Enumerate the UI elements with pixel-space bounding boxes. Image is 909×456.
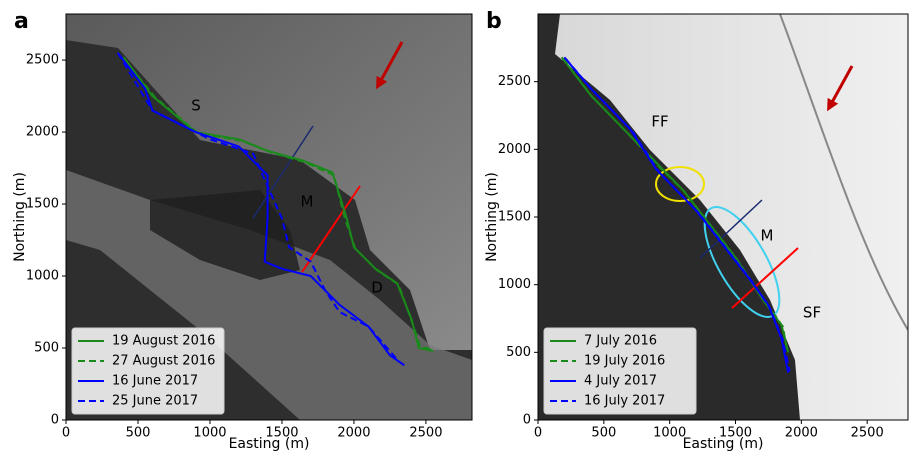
x-tick-label: 0 [62,426,70,441]
legend-box [71,327,225,415]
y-axis-label: Northing (m) [12,172,28,262]
transect [252,125,314,219]
y-tick-label: 0 [51,413,59,428]
y-tick-label: 2500 [498,74,531,89]
y-tick-label: 1500 [26,197,59,212]
flow-arrow [827,65,854,112]
legend-box [543,327,697,415]
legend-label: 7 July 2016 [584,334,657,349]
x-tick-label: 2000 [785,426,818,441]
y-tick-label: 2500 [26,53,59,68]
annotation: M [301,193,314,211]
legend-label: 19 August 2016 [112,334,215,349]
terminus-line [562,58,788,350]
y-tick-label: 500 [34,341,59,356]
x-tick-label: 0 [534,426,542,441]
x-tick-label: 1500 [265,426,298,441]
annotation: D [371,279,383,297]
flow-arrow [376,41,404,90]
transect [301,185,361,273]
x-axis-label: Easting (m) [683,436,764,452]
legend-label: 16 July 2017 [584,394,665,409]
y-tick-label: 1500 [498,210,531,225]
legend-label: 25 June 2017 [112,394,198,409]
x-axis-label: Easting (m) [229,436,310,452]
legend-label: 4 July 2017 [584,374,657,389]
legend-label: 19 July 2016 [584,354,665,369]
legend-label: 16 June 2017 [112,374,198,389]
x-tick-label: 1500 [719,426,752,441]
y-tick-label: 1000 [498,277,531,292]
panel-label: b [486,9,502,34]
terminus-line [116,52,398,361]
annotation: S [191,97,201,115]
transect [731,247,799,309]
y-tick-label: 500 [506,345,531,360]
x-tick-label: 500 [126,426,151,441]
terminus-line [564,58,791,372]
highlight [655,166,705,202]
annotation: SF [803,304,821,322]
x-tick-label: 2000 [337,426,370,441]
x-tick-label: 1000 [653,426,686,441]
terminus-line [117,52,405,367]
x-tick-label: 2500 [409,426,442,441]
x-tick-label: 500 [591,426,616,441]
transect [699,199,763,259]
x-tick-label: 2500 [851,426,884,441]
annotation: M [761,227,774,245]
y-axis-label: Northing (m) [484,172,500,262]
axes-frame [65,13,473,421]
y-tick-label: 0 [523,413,531,428]
annotation: FF [651,113,668,131]
y-tick-label: 1000 [26,269,59,284]
x-tick-label: 1000 [193,426,226,441]
y-tick-label: 2000 [26,125,59,140]
y-tick-label: 2000 [498,142,531,157]
panel-label: a [14,9,29,34]
legend-label: 27 August 2016 [112,354,215,369]
